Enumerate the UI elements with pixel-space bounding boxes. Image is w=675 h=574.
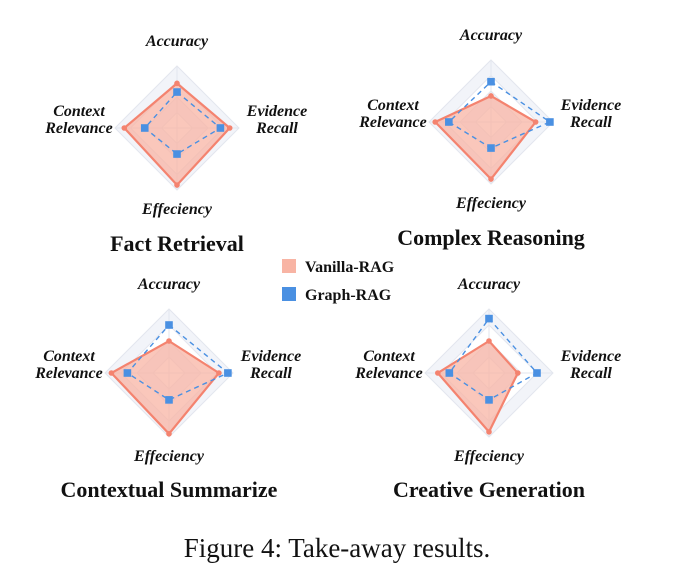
axis-label-accuracy: Accuracy bbox=[459, 27, 523, 44]
vanilla-rag-point-accuracy bbox=[486, 338, 492, 344]
panel-title: Fact Retrieval bbox=[110, 231, 244, 256]
axis-label-evidence-recall: Evidence Recall bbox=[560, 97, 621, 131]
vanilla-rag-point-accuracy bbox=[166, 338, 172, 344]
graph-rag-point-context-relevance bbox=[123, 369, 132, 377]
vanilla-rag-point-context-relevance bbox=[121, 125, 128, 131]
axis-label-context-relevance: Context Relevance bbox=[358, 97, 427, 131]
vanilla-rag-point-effeciency bbox=[488, 176, 494, 182]
vanilla-rag-point-context-relevance bbox=[435, 370, 441, 376]
panel-title: Creative Generation bbox=[393, 477, 585, 502]
axis-label-accuracy: Accuracy bbox=[145, 33, 209, 50]
vanilla-rag-area bbox=[122, 81, 232, 187]
graph-rag-point-accuracy bbox=[165, 321, 173, 329]
axis-label-evidence-recall: Evidence Recall bbox=[560, 348, 621, 382]
vanilla-rag-point-effeciency bbox=[486, 429, 492, 435]
axis-label-evidence-recall: Evidence Recall bbox=[246, 103, 307, 137]
vanilla-rag-point-effeciency bbox=[166, 431, 172, 437]
legend-label-vanilla: Vanilla-RAG bbox=[305, 259, 395, 276]
vanilla-rag-point-effeciency bbox=[174, 182, 180, 188]
axis-label-effeciency: Effeciency bbox=[455, 195, 527, 212]
radar-panel-complex-reasoning: Accuracy Evidence Recall Effeciency Context R… bbox=[358, 27, 621, 250]
axis-label-accuracy: Accuracy bbox=[137, 276, 201, 293]
graph-rag-point-context-relevance bbox=[445, 369, 454, 377]
axis-label-context-relevance: Context Relevance bbox=[44, 103, 113, 137]
graph-rag-point-effeciency bbox=[485, 396, 493, 404]
graph-rag-point-evidence-recall bbox=[224, 369, 232, 377]
figure-caption: Figure 4: Take-away results. bbox=[184, 533, 491, 563]
axis-label-effeciency: Effeciency bbox=[133, 448, 205, 465]
graph-rag-point-effeciency bbox=[487, 144, 495, 152]
vanilla-rag-point-accuracy bbox=[174, 80, 180, 87]
graph-rag-point-evidence-recall bbox=[216, 124, 225, 132]
panel-title: Contextual Summarize bbox=[61, 477, 278, 502]
legend-label-graph: Graph-RAG bbox=[305, 287, 392, 304]
vanilla-rag-point-context-relevance bbox=[108, 370, 115, 376]
graph-rag-point-effeciency bbox=[165, 396, 173, 404]
graph-rag-point-evidence-recall bbox=[546, 118, 554, 126]
axis-label-context-relevance: Context Relevance bbox=[354, 348, 423, 382]
graph-rag-point-context-relevance bbox=[445, 118, 453, 126]
graph-rag-point-effeciency bbox=[173, 150, 181, 158]
vanilla-rag-point-evidence-recall bbox=[515, 370, 521, 376]
radar-panels: Accuracy Evidence Recall Effeciency Context R… bbox=[34, 27, 621, 502]
legend-swatch-vanilla bbox=[282, 259, 296, 273]
radar-panel-creative-generation: Accuracy Evidence Recall Effeciency Context R… bbox=[354, 276, 621, 502]
axis-label-effeciency: Effeciency bbox=[453, 448, 525, 465]
graph-rag-point-accuracy bbox=[487, 77, 495, 86]
axis-label-accuracy: Accuracy bbox=[457, 276, 521, 293]
vanilla-rag-point-accuracy bbox=[488, 93, 494, 99]
graph-rag-area bbox=[143, 91, 222, 155]
radar-panel-fact-retrieval: Accuracy Evidence Recall Effeciency Context R… bbox=[44, 33, 307, 256]
graph-rag-point-accuracy bbox=[485, 314, 493, 323]
legend-swatch-graph bbox=[282, 287, 296, 301]
graph-rag-area bbox=[126, 324, 230, 401]
axis-label-evidence-recall: Evidence Recall bbox=[240, 348, 301, 382]
axis-label-context-relevance: Context Relevance bbox=[34, 348, 103, 382]
legend: Vanilla-RAG Graph-RAG bbox=[282, 259, 395, 304]
vanilla-rag-point-context-relevance bbox=[432, 119, 439, 125]
vanilla-rag-point-evidence-recall bbox=[532, 119, 539, 125]
panel-title: Complex Reasoning bbox=[397, 225, 585, 250]
axis-label-effeciency: Effeciency bbox=[141, 201, 213, 218]
vanilla-rag-point-evidence-recall bbox=[216, 370, 222, 376]
vanilla-rag-point-evidence-recall bbox=[226, 125, 233, 131]
radar-panel-contextual-summarize: Accuracy Evidence Recall Effeciency Context R… bbox=[34, 276, 301, 502]
graph-rag-point-context-relevance bbox=[140, 124, 149, 132]
graph-rag-point-evidence-recall bbox=[533, 369, 541, 377]
graph-rag-point-accuracy bbox=[173, 88, 181, 96]
